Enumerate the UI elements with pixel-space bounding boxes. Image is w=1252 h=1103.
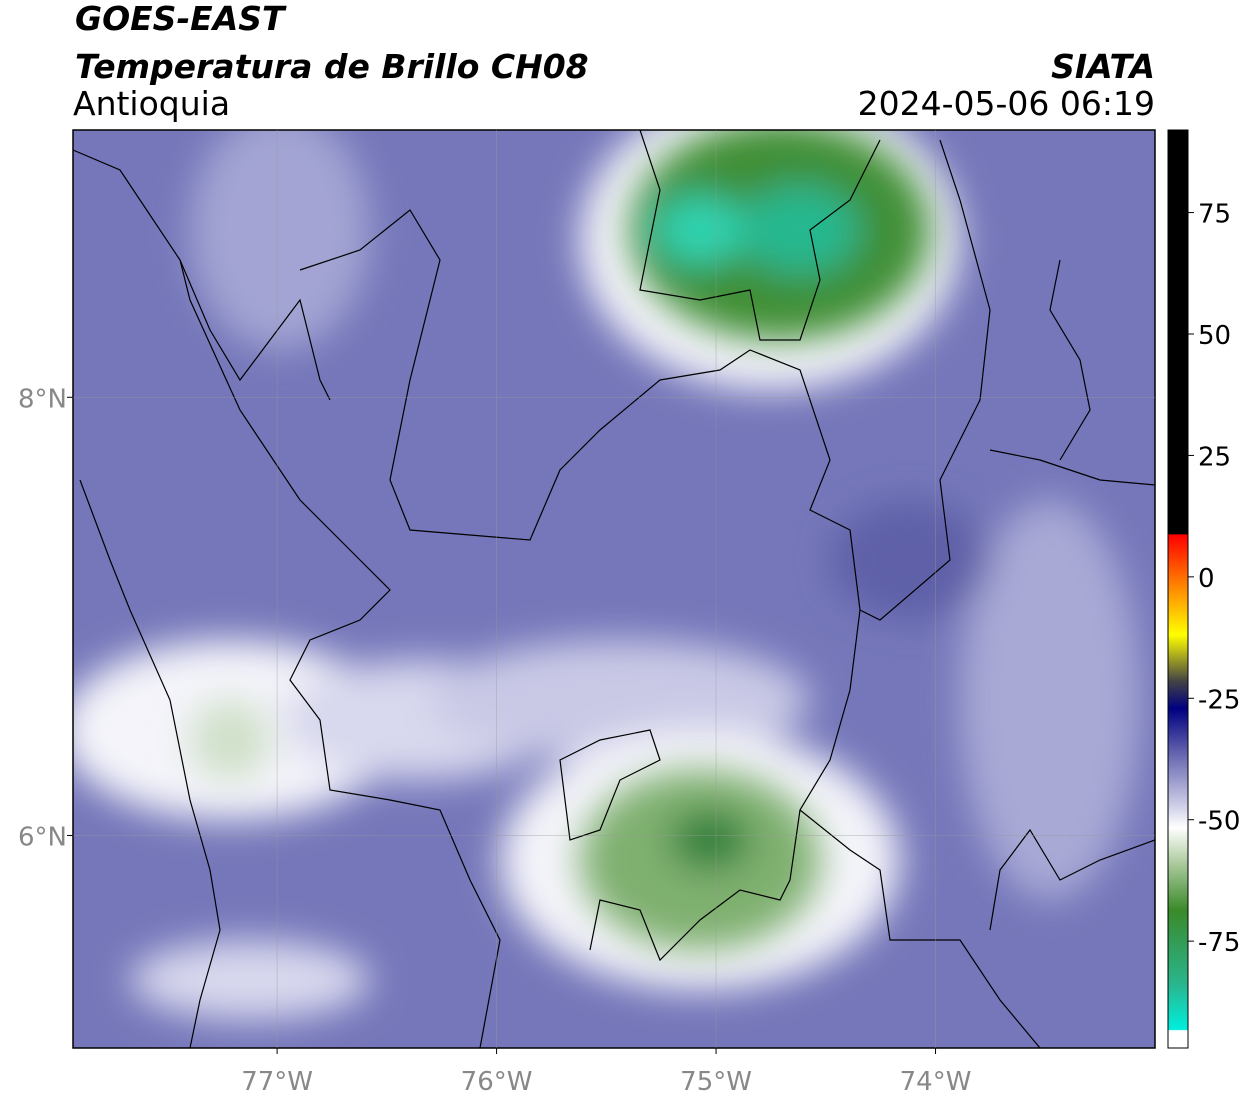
x-tick-label: 75°W	[680, 1067, 752, 1097]
x-tick-label: 74°W	[900, 1067, 972, 1097]
x-tick-label: 76°W	[461, 1067, 533, 1097]
colorbar-tick-label: 0	[1198, 564, 1215, 594]
colorbar-tick-label: 75	[1198, 200, 1231, 230]
colorbar-tick-label: -75	[1198, 928, 1240, 958]
datetime: 2024-05-06 06:19	[858, 84, 1155, 123]
region: Antioquia	[73, 84, 230, 123]
source: SIATA	[1051, 47, 1155, 86]
subtitle: Temperatura de Brillo CH08	[75, 47, 589, 86]
colorbar	[1167, 129, 1189, 1049]
x-tick-label: 77°W	[241, 1067, 313, 1097]
colorbar-tick-label: 25	[1198, 442, 1231, 472]
y-tick-label: 8°N	[18, 384, 67, 414]
colorbar-tick-label: 50	[1198, 321, 1231, 351]
y-tick-label: 6°N	[18, 822, 67, 852]
title: GOES-EAST	[75, 0, 287, 38]
map-frame	[72, 129, 1156, 1049]
imagery	[73, 130, 1155, 1048]
colorbar-tick-label: -50	[1198, 807, 1240, 837]
colorbar-tick-label: -25	[1198, 685, 1240, 715]
